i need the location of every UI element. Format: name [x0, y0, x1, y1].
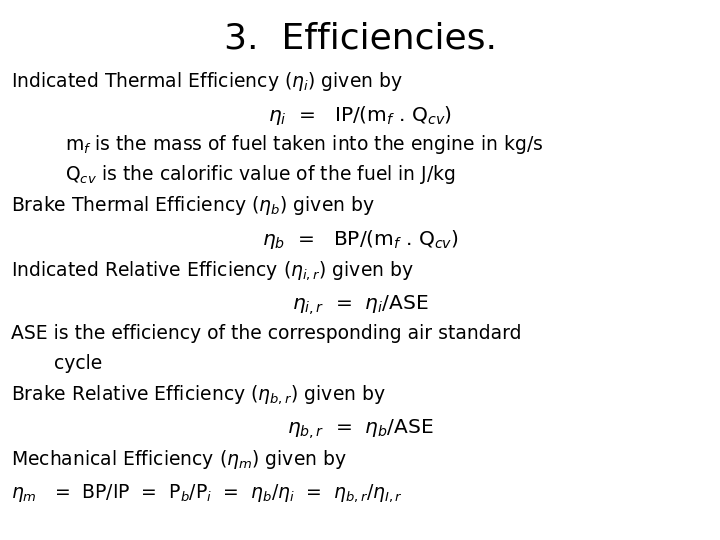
Text: 3.  Efficiencies.: 3. Efficiencies.: [223, 22, 497, 56]
Text: Indicated Relative Efficiency ($\eta_{i,r}$) given by: Indicated Relative Efficiency ($\eta_{i,…: [11, 259, 414, 282]
Text: ASE is the efficiency of the corresponding air standard: ASE is the efficiency of the correspondi…: [11, 324, 521, 343]
Text: $\eta_i$  =   IP/(m$_f$ . Q$_{cv}$): $\eta_i$ = IP/(m$_f$ . Q$_{cv}$): [268, 104, 452, 127]
Text: m$_f$ is the mass of fuel taken into the engine in kg/s: m$_f$ is the mass of fuel taken into the…: [65, 133, 543, 157]
Text: $\eta_b$  =   BP/(m$_f$ . Q$_{cv}$): $\eta_b$ = BP/(m$_f$ . Q$_{cv}$): [261, 228, 459, 251]
Text: $\eta_{b,r}$  =  $\eta_b$/ASE: $\eta_{b,r}$ = $\eta_b$/ASE: [287, 417, 433, 441]
Text: $\eta_m$   =  BP/IP  =  P$_b$/P$_i$  =  $\eta_b$/$\eta_i$  =  $\eta_{b,r}$/$\eta: $\eta_m$ = BP/IP = P$_b$/P$_i$ = $\eta_b…: [11, 482, 402, 504]
Text: cycle: cycle: [54, 354, 102, 373]
Text: $\eta_{i,r}$  =  $\eta_i$/ASE: $\eta_{i,r}$ = $\eta_i$/ASE: [292, 293, 428, 316]
Text: Indicated Thermal Efficiency ($\eta_i$) given by: Indicated Thermal Efficiency ($\eta_i$) …: [11, 70, 402, 93]
Text: Mechanical Efficiency ($\eta_m$) given by: Mechanical Efficiency ($\eta_m$) given b…: [11, 448, 346, 471]
Text: Brake Thermal Efficiency ($\eta_b$) given by: Brake Thermal Efficiency ($\eta_b$) give…: [11, 194, 374, 218]
Text: Q$_{cv}$ is the calorific value of the fuel in J/kg: Q$_{cv}$ is the calorific value of the f…: [65, 163, 456, 186]
Text: Brake Relative Efficiency ($\eta_{b,r}$) given by: Brake Relative Efficiency ($\eta_{b,r}$)…: [11, 383, 386, 406]
